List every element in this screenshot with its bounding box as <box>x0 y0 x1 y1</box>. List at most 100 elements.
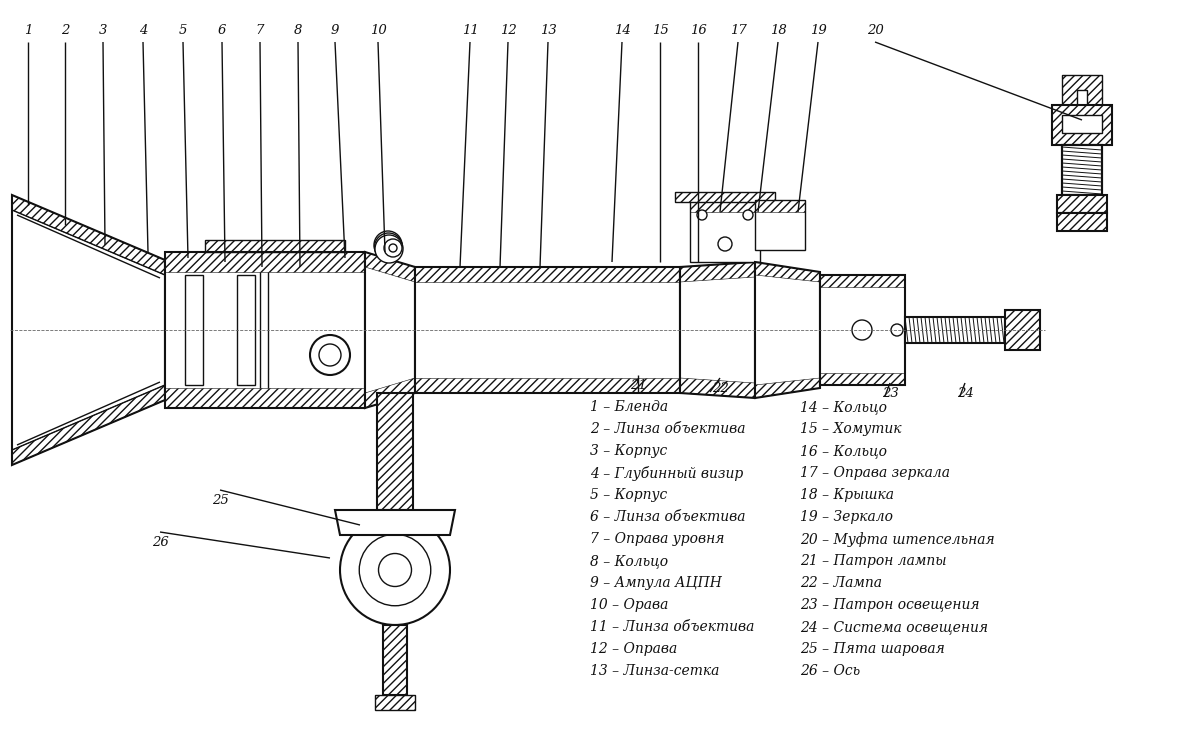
Bar <box>820 373 904 385</box>
Text: 7 – Оправа уровня: 7 – Оправа уровня <box>590 532 724 546</box>
Text: 23 – Патрон освещения: 23 – Патрон освещения <box>800 598 979 612</box>
Text: 18: 18 <box>769 23 786 37</box>
Text: 14: 14 <box>614 23 630 37</box>
Polygon shape <box>755 262 820 398</box>
Bar <box>165 388 364 408</box>
Text: 16: 16 <box>690 23 706 37</box>
Bar <box>1005 310 1040 350</box>
Text: 12: 12 <box>500 23 516 37</box>
Text: 10 – Орава: 10 – Орава <box>590 598 668 612</box>
Bar <box>1052 105 1112 145</box>
Text: 9: 9 <box>331 23 339 37</box>
Text: 11 – Линза объектива: 11 – Линза объектива <box>590 620 755 634</box>
Bar <box>165 252 364 408</box>
Text: 24: 24 <box>957 387 973 400</box>
Bar <box>415 267 680 282</box>
Text: 6 – Линза объектива: 6 – Линза объектива <box>590 510 745 524</box>
Polygon shape <box>185 275 203 385</box>
Bar <box>755 200 805 212</box>
Text: 4 – Глубинный визир: 4 – Глубинный визир <box>590 466 743 481</box>
Circle shape <box>389 244 396 252</box>
Bar <box>755 200 805 250</box>
Polygon shape <box>1062 75 1102 105</box>
Text: 6: 6 <box>217 23 227 37</box>
Circle shape <box>319 344 341 366</box>
Text: 17: 17 <box>730 23 747 37</box>
Bar <box>675 192 775 202</box>
Bar <box>690 200 760 262</box>
Text: 4: 4 <box>139 23 147 37</box>
Text: 3 – Корпус: 3 – Корпус <box>590 444 667 458</box>
Bar <box>1062 145 1102 195</box>
Circle shape <box>339 515 450 625</box>
Text: 5: 5 <box>179 23 188 37</box>
Text: 11: 11 <box>462 23 478 37</box>
Text: 2: 2 <box>61 23 69 37</box>
Bar <box>165 252 364 272</box>
Bar <box>1056 213 1107 231</box>
Bar <box>1056 195 1107 213</box>
Circle shape <box>697 210 707 220</box>
Polygon shape <box>364 252 415 408</box>
Text: 13: 13 <box>540 23 557 37</box>
Text: 20 – Муфта штепсельная: 20 – Муфта штепсельная <box>800 532 995 547</box>
Circle shape <box>360 534 431 606</box>
Bar <box>675 192 775 202</box>
Bar <box>1005 310 1040 350</box>
Text: 9 – Ампула АЦПН: 9 – Ампула АЦПН <box>590 576 722 590</box>
Bar <box>205 240 345 252</box>
Circle shape <box>310 335 350 375</box>
Circle shape <box>385 239 402 257</box>
Text: 24 – Система освещения: 24 – Система освещения <box>800 620 988 634</box>
Text: 22 – Лампа: 22 – Лампа <box>800 576 882 590</box>
Text: 20: 20 <box>867 23 883 37</box>
Circle shape <box>718 237 732 251</box>
Bar <box>383 625 407 695</box>
Text: 21 – Патрон лампы: 21 – Патрон лампы <box>800 554 946 568</box>
Text: 8: 8 <box>294 23 303 37</box>
Bar <box>415 267 680 393</box>
Bar <box>377 393 413 510</box>
Bar <box>377 393 413 510</box>
Bar <box>820 275 904 385</box>
Bar <box>1062 115 1102 133</box>
Bar <box>1056 213 1107 231</box>
Text: 26: 26 <box>152 536 169 549</box>
Circle shape <box>374 231 402 259</box>
Polygon shape <box>680 262 755 398</box>
Text: 3: 3 <box>99 23 107 37</box>
Circle shape <box>743 210 753 220</box>
Text: 13 – Линза-сетка: 13 – Линза-сетка <box>590 664 719 678</box>
Text: 26 – Ось: 26 – Ось <box>800 664 861 678</box>
Text: 23: 23 <box>882 387 899 400</box>
Circle shape <box>891 324 903 336</box>
Text: 12 – Оправа: 12 – Оправа <box>590 642 678 656</box>
Bar <box>415 378 680 393</box>
Text: 1 – Бленда: 1 – Бленда <box>590 400 668 414</box>
Circle shape <box>375 235 404 263</box>
Bar <box>375 695 415 710</box>
Text: 17 – Оправа зеркала: 17 – Оправа зеркала <box>800 466 950 480</box>
Bar <box>1062 145 1102 195</box>
Text: 15: 15 <box>652 23 668 37</box>
Text: 18 – Крышка: 18 – Крышка <box>800 488 894 502</box>
Text: 7: 7 <box>256 23 265 37</box>
Bar <box>1056 195 1107 213</box>
Text: 22: 22 <box>712 382 729 395</box>
Circle shape <box>852 320 872 340</box>
Bar <box>375 695 415 710</box>
Bar <box>205 240 345 252</box>
Text: 2 – Линза объектива: 2 – Линза объектива <box>590 422 745 436</box>
Text: 25: 25 <box>211 494 228 507</box>
Circle shape <box>379 553 412 587</box>
Polygon shape <box>237 275 255 385</box>
Text: 15 – Хомутик: 15 – Хомутик <box>800 422 901 436</box>
Text: 16 – Кольцо: 16 – Кольцо <box>800 444 887 458</box>
Circle shape <box>375 233 402 261</box>
Text: 1: 1 <box>24 23 32 37</box>
Polygon shape <box>335 510 455 535</box>
Text: 21: 21 <box>629 379 647 392</box>
Bar <box>1052 105 1112 145</box>
Text: 19 – Зеркало: 19 – Зеркало <box>800 510 893 524</box>
Bar <box>690 200 760 212</box>
